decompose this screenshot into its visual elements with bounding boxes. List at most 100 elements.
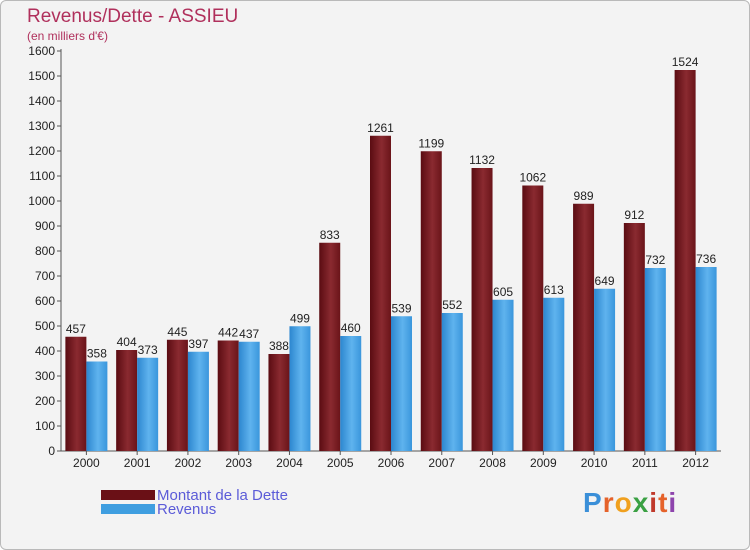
bar-revenue [594, 288, 616, 451]
x-tick-label: 2004 [276, 456, 303, 470]
data-label-debt: 989 [574, 189, 594, 203]
logo-letter: i [668, 487, 678, 518]
bar-revenue [86, 361, 108, 451]
data-label-debt: 445 [167, 325, 187, 339]
bar-revenue [543, 297, 565, 451]
chart-title: Revenus/Dette - ASSIEU [27, 6, 239, 27]
bar-debt [65, 336, 87, 451]
legend-label-debt: Montant de la Dette [157, 486, 288, 504]
data-label-revenue: 397 [188, 337, 208, 351]
y-tick-label: 100 [35, 419, 55, 433]
x-tick-label: 2003 [225, 456, 252, 470]
bar-revenue [644, 268, 666, 451]
bar-debt [471, 168, 493, 451]
y-tick-label: 1200 [28, 144, 55, 158]
bar-debt [573, 203, 595, 451]
bar-debt [268, 354, 290, 451]
bar-debt [319, 242, 341, 451]
data-label-debt: 1524 [672, 55, 699, 69]
y-tick-label: 1300 [28, 119, 55, 133]
bar-debt [116, 350, 138, 451]
y-tick-label: 1500 [28, 69, 55, 83]
bar-revenue [695, 267, 717, 451]
bar-revenue [289, 326, 311, 451]
data-label-revenue: 605 [493, 285, 513, 299]
legend-swatch-revenue [101, 504, 155, 514]
x-tick-label: 2000 [73, 456, 100, 470]
bar-debt [420, 151, 442, 451]
logo-letter: i [649, 487, 659, 518]
proxiti-logo: Proxiti [583, 487, 677, 519]
y-tick-label: 1000 [28, 194, 55, 208]
y-tick-label: 800 [35, 244, 55, 258]
data-label-revenue: 437 [239, 327, 259, 341]
logo-letter: P [583, 487, 603, 518]
bar-debt [623, 223, 645, 451]
y-tick-label: 300 [35, 369, 55, 383]
x-tick-label: 2001 [124, 456, 151, 470]
bar-debt [674, 70, 696, 451]
data-label-debt: 404 [117, 335, 137, 349]
data-label-debt: 457 [66, 322, 86, 336]
y-tick-label: 400 [35, 344, 55, 358]
data-label-debt: 912 [624, 208, 644, 222]
y-tick-label: 900 [35, 219, 55, 233]
legend-item-debt: Montant de la Dette [101, 486, 288, 504]
bar-debt [370, 135, 391, 451]
legend-item-revenue: Revenus [101, 500, 217, 518]
data-label-debt: 1199 [418, 136, 444, 150]
data-label-debt: 833 [320, 228, 340, 242]
x-tick-label: 2002 [175, 456, 202, 470]
bar-revenue [441, 313, 463, 451]
data-label-revenue: 736 [696, 252, 716, 266]
logo-letter: r [602, 487, 615, 518]
data-label-debt: 1132 [469, 153, 495, 167]
x-tick-label: 2005 [327, 456, 354, 470]
data-label-debt: 388 [269, 339, 289, 353]
logo-letter: x [632, 487, 650, 518]
data-label-revenue: 732 [645, 253, 665, 267]
y-tick-label: 700 [35, 269, 55, 283]
bar-revenue [340, 336, 362, 451]
bar-revenue [187, 351, 209, 451]
bar-debt [217, 340, 239, 451]
data-label-revenue: 649 [595, 274, 615, 288]
data-label-revenue: 613 [544, 283, 564, 297]
y-tick-label: 0 [48, 444, 55, 458]
x-tick-label: 2008 [479, 456, 506, 470]
y-tick-label: 1400 [28, 94, 55, 108]
data-label-revenue: 552 [442, 298, 462, 312]
logo-letter: o [614, 487, 633, 518]
logo-letter: t [658, 487, 669, 518]
data-label-revenue: 373 [138, 343, 158, 357]
bar-revenue [137, 357, 159, 451]
data-label-revenue: 539 [391, 301, 411, 315]
bar-revenue [492, 299, 514, 451]
data-label-revenue: 499 [290, 311, 310, 325]
x-tick-label: 2006 [378, 456, 405, 470]
bar-debt [166, 339, 188, 451]
y-tick-label: 600 [35, 294, 55, 308]
y-tick-label: 1600 [28, 44, 55, 58]
data-label-debt: 1261 [367, 121, 394, 135]
x-tick-label: 2012 [682, 456, 709, 470]
data-label-revenue: 358 [87, 347, 107, 361]
bar-debt [522, 185, 544, 451]
data-label-debt: 442 [218, 326, 238, 340]
x-tick-label: 2011 [632, 456, 658, 470]
data-label-revenue: 460 [341, 321, 361, 335]
legend-label-revenue: Revenus [157, 500, 217, 518]
data-label-debt: 1062 [519, 171, 546, 185]
y-tick-label: 200 [35, 394, 55, 408]
legend-swatch-debt [101, 490, 155, 500]
x-tick-label: 2009 [530, 456, 557, 470]
y-tick-label: 500 [35, 319, 55, 333]
chart-subtitle: (en milliers d'€) [27, 29, 108, 43]
x-tick-label: 2010 [581, 456, 608, 470]
bar-revenue [238, 341, 260, 451]
y-tick-label: 1100 [29, 169, 55, 183]
bar-revenue [391, 316, 412, 451]
x-tick-label: 2007 [428, 456, 455, 470]
